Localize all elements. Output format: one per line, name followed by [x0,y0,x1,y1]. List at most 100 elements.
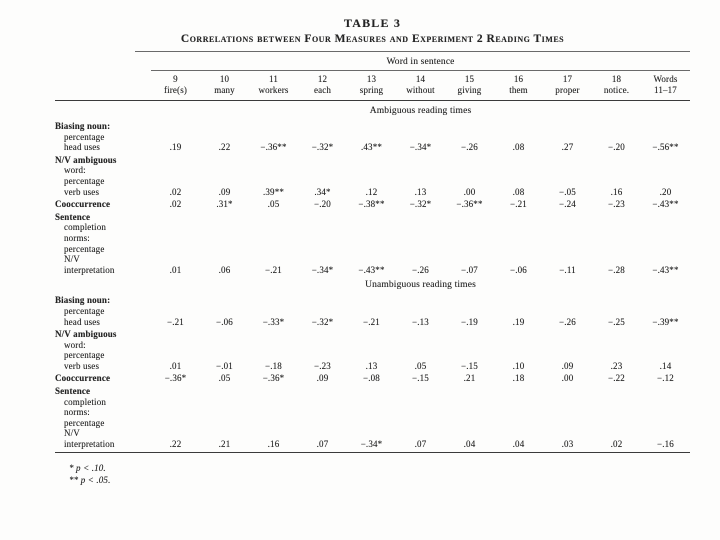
row-label-line: word: [64,339,86,350]
row-label-line: verb uses [64,360,100,371]
row-label-line: verb uses [64,186,100,197]
correlation-value-cell: −.36** [456,199,483,210]
column-word-label: notice. [603,85,630,95]
correlation-value-cell: .21 [463,373,476,384]
correlation-value-cell: −.11 [559,264,576,275]
table-row: Sentence completion norms: percentage N/V int… [55,386,690,450]
column-header: 15 giving [445,71,494,98]
correlation-value-cell: −.18 [265,360,282,371]
table-row: N/V ambiguous word: percentage verb uses .02… [55,155,690,197]
correlation-value-cell: .04 [512,439,525,450]
bottom-rule [55,451,690,453]
table-number: TABLE 3 [343,16,402,30]
correlation-value-cell: −.20 [608,142,625,153]
correlation-value-cell: −.19 [461,316,478,327]
row-label-line: N/V ambiguous [55,329,117,340]
correlation-value-cell: .05 [218,373,231,384]
correlation-value-cell: −.34* [409,142,432,153]
correlation-value-cell: −.26 [461,142,478,153]
section-header-row: Ambiguous reading times [55,101,690,119]
column-header: 14 without [396,71,445,98]
row-label: Cooccurrence [55,199,151,210]
correlation-value-cell: .43** [361,142,382,153]
row-label-line: head uses [64,142,101,153]
correlation-value-cell: .34* [314,186,331,197]
column-header: Words 11–17 [641,71,690,98]
row-label-line: head uses [64,316,101,327]
correlation-value-cell: −.24 [559,199,576,210]
row-label-line: norms: [64,407,90,418]
correlation-value-cell: .19 [169,142,182,153]
correlation-value-cell: .22 [218,142,231,153]
table-row: Biasing noun: percentage head uses −.21 −.06… [55,295,690,327]
correlation-value-cell: .27 [561,142,574,153]
row-label: Cooccurrence [55,373,151,384]
correlation-value-cell: −.15 [412,373,429,384]
row-label-line: interpretation [64,439,115,450]
column-word-number: 13 [366,74,377,84]
row-label-line: completion [64,396,106,407]
column-header: 13 spring [347,71,396,98]
correlation-value-cell: −.23 [314,360,331,371]
correlation-value-cell: −.56** [652,142,679,153]
significance-footnote: ** p < .05. [69,475,111,486]
correlation-value-cell: −.22 [608,373,625,384]
correlation-value-cell: −.32* [311,142,334,153]
correlation-value-cell: .19 [512,316,525,327]
correlation-value-cell: −.13 [412,316,429,327]
section-header-row: Unambiguous reading times [55,275,690,293]
column-header: 12 each [298,71,347,98]
correlation-value-cell: −.21 [265,264,282,275]
correlation-value-cell: .08 [512,186,525,197]
row-label-line: Cooccurrence [55,199,111,210]
column-word-label: fire(s) [163,85,188,95]
column-word-label: many [214,85,235,95]
correlation-value-cell: .01 [169,360,182,371]
correlation-value-cell: .09 [316,373,329,384]
top-rule [135,51,690,52]
correlation-value-cell: −.33* [262,316,285,327]
group-header-row: Word in sentence [55,52,690,69]
correlation-value-cell: −.07 [461,264,478,275]
correlation-value-cell: −.43** [358,264,385,275]
correlation-value-cell: −.25 [608,316,625,327]
column-word-label: 11–17 [654,85,677,95]
row-label-line: norms: [64,232,90,243]
correlation-value-cell: .02 [610,439,623,450]
group-header: Word in sentence [386,57,455,67]
correlation-value-cell: .03 [561,439,574,450]
correlation-value-cell: −.39** [652,316,679,327]
column-word-number: 16 [513,74,524,84]
table-body: Ambiguous reading times Biasing noun: perc… [55,101,690,450]
correlation-value-cell: .16 [610,186,623,197]
correlation-value-cell: .18 [512,373,525,384]
header-rule [55,100,690,101]
correlation-value-cell: −.05 [559,186,576,197]
column-word-number: 14 [415,74,426,84]
correlation-value-cell: .22 [169,439,182,450]
column-header: 18 notice. [592,71,641,98]
section-header: Ambiguous reading times [369,106,472,116]
correlation-value-cell: −.28 [608,264,625,275]
group-rule [151,70,690,71]
column-header: 16 them [494,71,543,98]
row-label-line: word: [64,165,86,176]
column-word-label: spring [359,85,384,95]
correlation-value-cell: −.26 [559,316,576,327]
column-word-label: them [509,85,528,95]
column-header: 9 fire(s) [151,71,200,98]
column-word-number: Words [653,74,678,84]
row-label: Sentence completion norms: percentage N/V int… [55,212,151,276]
correlation-value-cell: −.43** [652,264,679,275]
row-label: Biasing noun: percentage head uses [55,121,151,153]
correlation-value-cell: .31* [216,199,233,210]
row-label: N/V ambiguous word: percentage verb uses [55,329,151,371]
row-label-line: completion [64,222,106,233]
table-title: Correlations between Four Measures and E… [180,33,565,45]
correlation-value-cell: −.12 [657,373,674,384]
correlation-value-cell: −.23 [608,199,625,210]
correlation-value-cell: −.36* [164,373,187,384]
column-word-number: 11 [269,74,278,84]
table-row: N/V ambiguous word: percentage verb uses .01… [55,329,690,371]
correlation-value-cell: −.32* [311,316,334,327]
